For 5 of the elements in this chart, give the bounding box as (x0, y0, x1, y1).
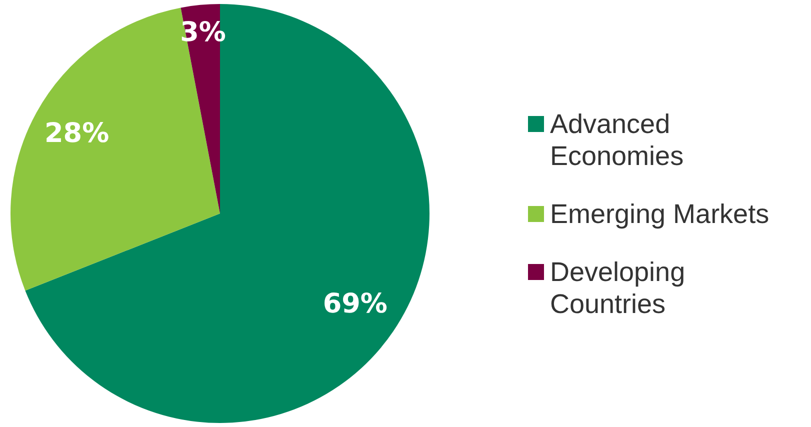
legend-label: Emerging Markets (550, 198, 770, 230)
data-label: 28% (44, 118, 110, 149)
legend-label: Developing Countries (550, 256, 686, 320)
legend-label: Advanced Economies (550, 108, 685, 172)
data-label: 69% (322, 288, 388, 320)
